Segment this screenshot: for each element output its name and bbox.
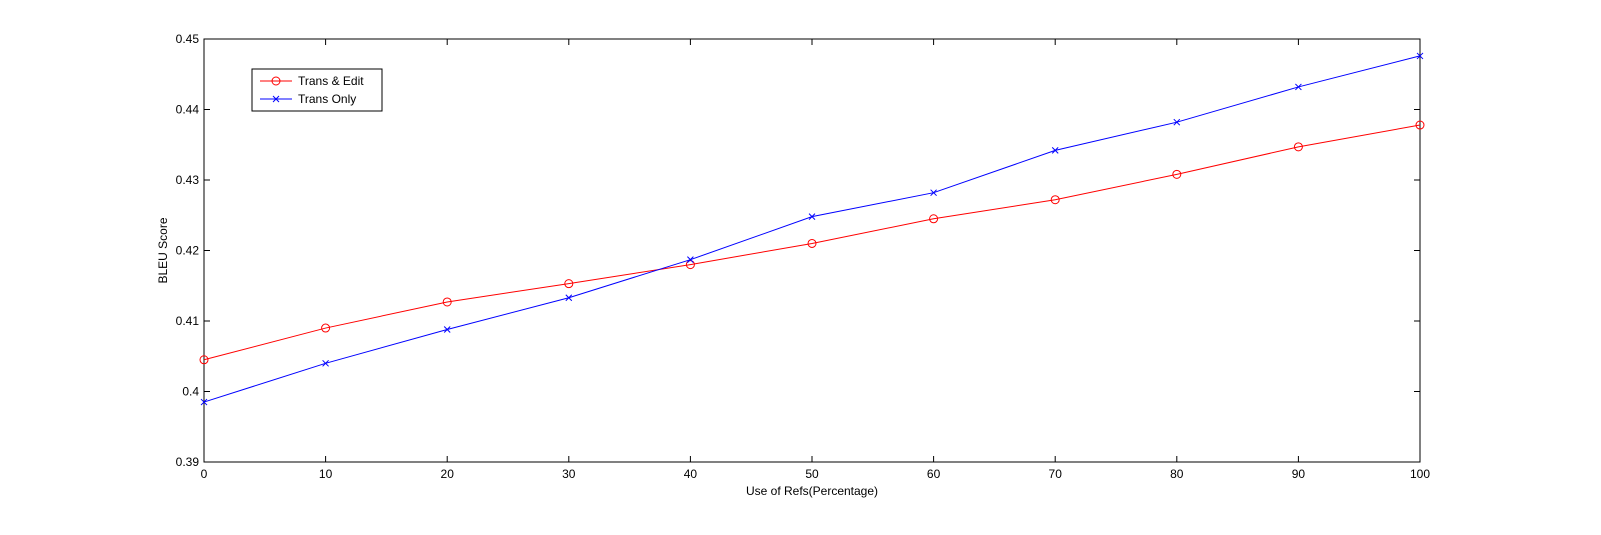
legend: Trans & Edit Trans Only [251, 68, 383, 112]
legend-label: Trans Only [298, 92, 356, 106]
data-point [1415, 120, 1425, 130]
data-point [565, 294, 573, 302]
series-trans-and-edit [199, 120, 1425, 365]
data-point [1293, 142, 1303, 152]
x-tick-label: 70 [1049, 467, 1063, 481]
x-tick-label: 80 [1170, 467, 1184, 481]
data-point [322, 359, 329, 367]
data-point [1416, 52, 1424, 60]
x-tick-label: 10 [319, 467, 333, 481]
x-tick-label: 100 [1410, 467, 1430, 481]
data-point [199, 355, 209, 365]
y-tick-label: 0.43 [176, 173, 200, 187]
data-point [807, 238, 817, 248]
data-point [200, 398, 208, 406]
data-point [685, 260, 695, 270]
y-tick-label: 0.4 [182, 385, 199, 399]
legend-box [251, 68, 383, 112]
data-point [443, 326, 451, 333]
data-point [1050, 195, 1060, 205]
y-tick-label: 0.41 [176, 314, 200, 328]
legend-item: Trans Only [260, 92, 356, 106]
series-layer [199, 52, 1425, 406]
x-tick-label: 60 [927, 467, 941, 481]
data-point [1172, 169, 1182, 179]
y-axis-label: BLEU Score [156, 217, 170, 283]
data-point [1295, 83, 1302, 91]
data-point [808, 213, 816, 221]
y-tick-label: 0.45 [176, 32, 200, 46]
data-point [1051, 147, 1059, 154]
data-point [321, 323, 331, 333]
x-tick-label: 20 [441, 467, 455, 481]
y-tick-label: 0.44 [176, 103, 200, 117]
series-line [203, 124, 1421, 361]
data-point [930, 189, 937, 197]
x-tick-label: 30 [562, 467, 576, 481]
data-point [687, 256, 694, 264]
x-tick-label: 40 [684, 467, 698, 481]
x-tick-label: 0 [201, 467, 208, 481]
plot-frame [203, 38, 1421, 463]
legend-swatch-marker [271, 76, 281, 86]
data-point [1173, 118, 1181, 126]
data-point [929, 214, 939, 224]
data-point [564, 279, 574, 289]
y-tick-label: 0.39 [176, 455, 200, 469]
legend-item: Trans & Edit [260, 74, 364, 88]
series-trans-only [200, 52, 1424, 406]
y-tick-label: 0.42 [176, 244, 200, 258]
legend-swatch-marker [272, 95, 280, 103]
axes: 0 10 20 30 40 50 60 70 80 90 100 0.39 0.4 0.41 0.42 0.4… [176, 32, 1431, 481]
legend-label: Trans & Edit [298, 74, 364, 88]
x-axis-label: Use of Refs(Percentage) [746, 484, 878, 498]
x-tick-label: 50 [805, 467, 819, 481]
data-point [442, 297, 452, 307]
x-tick-label: 90 [1292, 467, 1306, 481]
